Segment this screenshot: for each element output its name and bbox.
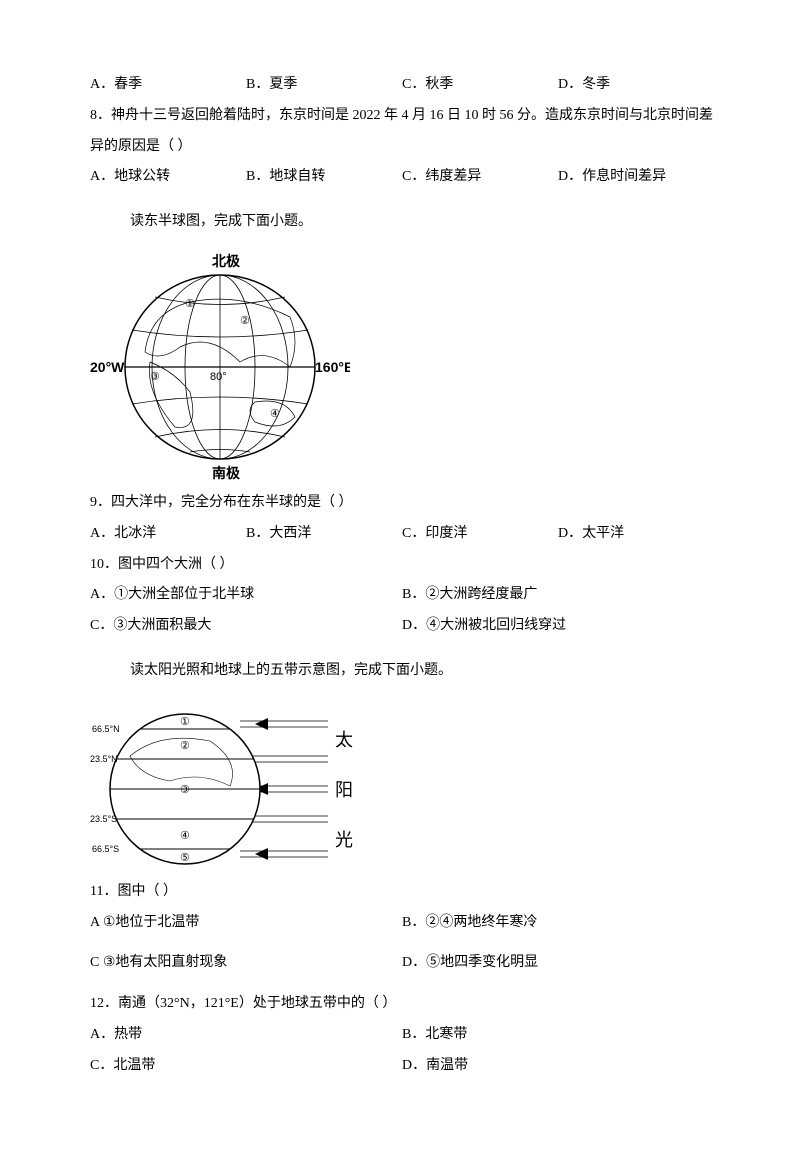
- q7-opt-c: C．秋季: [402, 70, 558, 101]
- q8-opt-d: D．作息时间差异: [558, 162, 714, 193]
- q7-opt-d: D．冬季: [558, 70, 714, 101]
- q12-options-1: A．热带 B．北寒带: [90, 1020, 714, 1051]
- q8-opt-c: C．纬度差异: [402, 162, 558, 193]
- zone-1: ①: [180, 716, 190, 728]
- q9-opt-d: D．太平洋: [558, 519, 714, 550]
- lab-66s: 66.5°S: [92, 844, 119, 854]
- q10-opt-d: D．④大洲被北回归线穿过: [402, 611, 714, 642]
- circle-1: ①: [185, 298, 195, 310]
- lab-23s: 23.5°S: [90, 814, 117, 824]
- q12-opt-c: C．北温带: [90, 1051, 402, 1082]
- q11-opt-c: C ③地有太阳直射现象: [90, 948, 402, 979]
- q9-opt-c: C．印度洋: [402, 519, 558, 550]
- q11-opt-a: A ①地位于北温带: [90, 908, 402, 939]
- lab-23n: 23.5°N: [90, 754, 118, 764]
- q10-options-2: C．③大洲面积最大 D．④大洲被北回归线穿过: [90, 611, 714, 642]
- label-south-pole: 南极: [212, 465, 241, 481]
- q11-text: 11．图中（ ）: [90, 877, 714, 908]
- q8-opt-b: B．地球自转: [246, 162, 402, 193]
- q12-opt-a: A．热带: [90, 1020, 402, 1051]
- q12-text: 12．南通（32°N，121°E）处于地球五带中的（ ）: [90, 989, 714, 1020]
- circle-2: ②: [240, 315, 250, 327]
- q12-opt-d: D．南温带: [402, 1051, 714, 1082]
- q7-opt-b: B．夏季: [246, 70, 402, 101]
- q10-text: 10．图中四个大洲（ ）: [90, 550, 714, 581]
- q12-opt-b: B．北寒带: [402, 1020, 714, 1051]
- intro-2: 读太阳光照和地球上的五带示意图，完成下面小题。: [130, 656, 714, 687]
- circle-3: ③: [150, 371, 160, 383]
- q11-opt-d: D．⑤地四季变化明显: [402, 948, 714, 979]
- q9-options: A．北冰洋 B．大西洋 C．印度洋 D．太平洋: [90, 519, 714, 550]
- q7-opt-a: A．春季: [90, 70, 246, 101]
- zone-5: ⑤: [180, 852, 190, 864]
- label-80: 80°: [210, 371, 227, 383]
- zone-3: ③: [180, 784, 190, 796]
- q10-options-1: A．①大洲全部位于北半球 B．②大洲跨经度最广: [90, 580, 714, 611]
- lab-66n: 66.5°N: [92, 724, 120, 734]
- q12-options-2: C．北温带 D．南温带: [90, 1051, 714, 1082]
- q10-opt-b: B．②大洲跨经度最广: [402, 580, 714, 611]
- q8-text: 8．神舟十三号返回舱着陆时，东京时间是 2022 年 4 月 16 日 10 时…: [90, 101, 714, 163]
- q11-options-2: C ③地有太阳直射现象 D．⑤地四季变化明显: [90, 948, 714, 979]
- sun-char-3: 光: [335, 830, 353, 850]
- q8-options: A．地球公转 B．地球自转 C．纬度差异 D．作息时间差异: [90, 162, 714, 193]
- q9-text: 9．四大洋中，完全分布在东半球的是（ ）: [90, 488, 714, 519]
- figure-eastern-hemisphere: 北极 ① ② ③ ④ 20°W 160°E 80° 南极: [90, 252, 714, 482]
- sun-char-2: 阳: [335, 780, 353, 800]
- q11-opt-b: B．②④两地终年寒冷: [402, 908, 714, 939]
- q9-opt-a: A．北冰洋: [90, 519, 246, 550]
- q11-options-1: A ①地位于北温带 B．②④两地终年寒冷: [90, 908, 714, 939]
- q8-opt-a: A．地球公转: [90, 162, 246, 193]
- label-north-pole: 北极: [212, 253, 241, 269]
- zone-4: ④: [180, 830, 190, 842]
- q10-opt-c: C．③大洲面积最大: [90, 611, 402, 642]
- zone-2: ②: [180, 740, 190, 752]
- sun-char-1: 太: [335, 730, 353, 750]
- label-160e: 160°E: [315, 359, 350, 375]
- intro-1: 读东半球图，完成下面小题。: [130, 207, 714, 238]
- figure-five-zones: ① ② ③ ④ ⑤ 66.5°N 23.5°N 23.5°S 66.5°S 太 …: [90, 701, 714, 871]
- circle-4: ④: [270, 408, 280, 420]
- label-20w: 20°W: [90, 359, 125, 375]
- q10-opt-a: A．①大洲全部位于北半球: [90, 580, 402, 611]
- q7-options: A．春季 B．夏季 C．秋季 D．冬季: [90, 70, 714, 101]
- q9-opt-b: B．大西洋: [246, 519, 402, 550]
